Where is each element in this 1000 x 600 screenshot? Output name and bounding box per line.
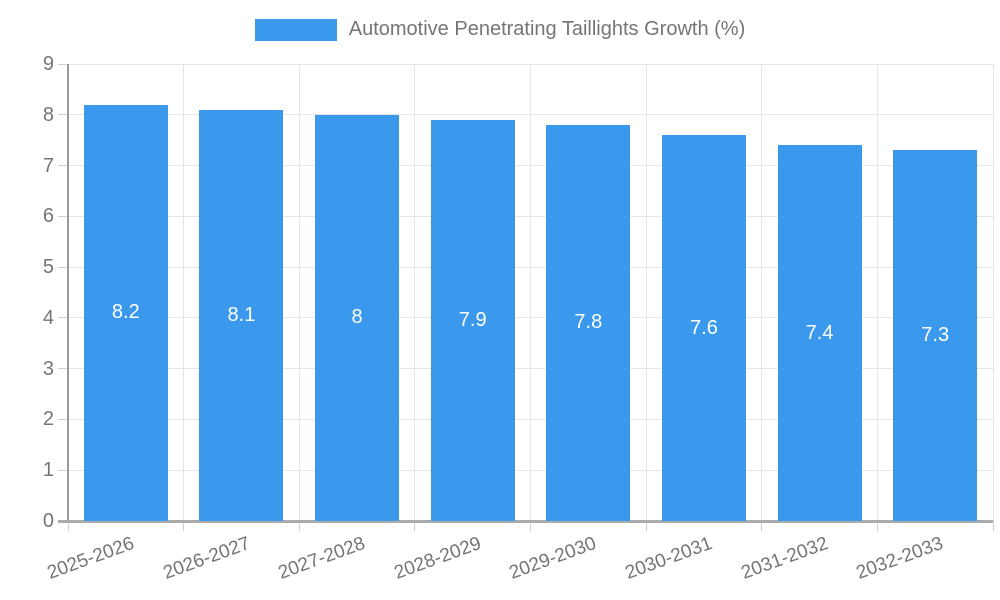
x-axis-tick-label: 2031-2032 [738, 533, 831, 584]
x-axis-tick-label: 2032-2033 [853, 533, 947, 584]
x-tick-mark [992, 521, 994, 531]
y-tick-mark [58, 418, 68, 420]
bar-value-label: 7.4 [805, 321, 834, 344]
legend[interactable]: Automotive Penetrating Taillights Growth… [0, 18, 1000, 41]
y-axis-tick-label: 5 [42, 256, 54, 279]
bar-2026-2027[interactable]: 8.1 [199, 109, 284, 521]
y-axis-tick-label: 7 [42, 154, 54, 177]
y-axis-tick-label: 9 [42, 53, 54, 75]
bar-2032-2033[interactable]: 7.3 [893, 150, 978, 521]
y-tick-mark [58, 63, 68, 65]
y-tick-mark [58, 317, 68, 319]
y-tick-mark [58, 368, 68, 370]
legend-label: Automotive Penetrating Taillights Growth… [348, 18, 746, 40]
x-axis-tick-label: 2028-2029 [391, 533, 484, 584]
bar-value-label: 8.1 [227, 303, 256, 326]
v-gridline [298, 64, 300, 521]
bar-2029-2030[interactable]: 7.8 [546, 124, 631, 521]
y-axis-tick-label: 3 [42, 357, 54, 380]
legend-swatch [254, 18, 337, 41]
y-axis-tick-label: 4 [42, 306, 54, 329]
x-tick-mark [183, 521, 185, 531]
bar-2030-2031[interactable]: 7.6 [661, 135, 746, 521]
bar-2027-2028[interactable]: 8 [315, 114, 400, 521]
x-axis-tick-label: 2029-2030 [506, 533, 600, 584]
x-axis-baseline [58, 520, 993, 523]
x-tick-mark [645, 521, 647, 531]
v-gridline [530, 64, 531, 521]
x-tick-mark [298, 521, 300, 531]
y-tick-mark [58, 266, 68, 268]
v-gridline [761, 64, 763, 521]
x-tick-mark [67, 521, 69, 531]
bar-value-label: 7.8 [574, 311, 603, 334]
x-tick-mark [761, 521, 763, 531]
v-gridline [876, 64, 878, 521]
y-axis-tick-label: 1 [42, 459, 54, 482]
bar-value-label: 8.2 [111, 301, 140, 324]
v-gridline [183, 64, 185, 521]
x-tick-mark [414, 521, 416, 531]
bar-2028-2029[interactable]: 7.9 [430, 119, 515, 521]
x-axis-tick-label: 2026-2027 [160, 533, 253, 584]
y-axis-tick-label: 8 [42, 103, 54, 126]
y-tick-mark [58, 165, 68, 167]
bar-value-label: 8 [351, 306, 363, 329]
x-axis-tick-label: 2027-2028 [275, 533, 369, 584]
x-tick-mark [530, 521, 531, 531]
v-gridline [645, 64, 647, 521]
bar-2025-2026[interactable]: 8.2 [83, 104, 168, 521]
bar-2031-2032[interactable]: 7.4 [777, 145, 862, 521]
v-gridline [414, 64, 416, 521]
y-tick-mark [58, 469, 68, 471]
y-tick-mark [58, 114, 68, 116]
y-axis-tick-label: 2 [42, 408, 54, 431]
bar-value-label: 7.6 [690, 316, 718, 339]
bar-value-label: 7.9 [458, 308, 487, 331]
y-axis-tick-label: 6 [42, 205, 54, 228]
y-tick-mark [58, 215, 68, 217]
x-axis-tick-label: 2030-2031 [622, 533, 716, 584]
y-axis-line [67, 64, 69, 521]
y-axis-tick-label: 0 [42, 510, 54, 532]
bar-value-label: 7.3 [921, 324, 950, 347]
v-gridline [992, 64, 994, 521]
x-tick-mark [876, 521, 878, 531]
x-axis-tick-label: 2025-2026 [44, 533, 137, 584]
